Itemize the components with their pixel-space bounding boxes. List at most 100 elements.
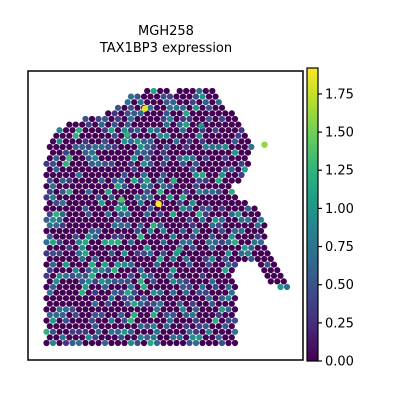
tissue-spot xyxy=(62,194,70,201)
tissue-spot xyxy=(199,227,206,235)
tissue-spot xyxy=(66,278,73,285)
tissue-spot xyxy=(88,194,96,201)
tissue-spot xyxy=(66,300,73,307)
tissue-spot xyxy=(261,233,268,240)
tissue-spot xyxy=(101,250,109,257)
tissue-spot xyxy=(189,155,196,162)
tissue-spot xyxy=(170,334,177,341)
tissue-spot xyxy=(170,222,177,229)
tissue-spot xyxy=(111,211,118,218)
tissue-spot xyxy=(53,267,60,274)
tissue-spot xyxy=(173,261,180,268)
tissue-spot xyxy=(75,149,83,156)
tissue-spot xyxy=(43,317,50,324)
tissue-spot xyxy=(92,199,99,207)
tissue-spot xyxy=(140,295,148,302)
tissue-spot xyxy=(101,227,109,235)
tissue-spot xyxy=(225,205,232,212)
tissue-spot xyxy=(49,194,57,201)
tissue-spot xyxy=(108,328,115,335)
tissue-spot xyxy=(176,110,183,117)
tissue-spot xyxy=(75,160,83,167)
tissue-spot xyxy=(150,199,157,207)
tissue-spot xyxy=(140,261,148,268)
tissue-spot xyxy=(163,132,170,139)
tissue-spot xyxy=(173,138,180,145)
tissue-spot xyxy=(121,261,128,268)
tissue-spot xyxy=(137,166,144,173)
tissue-spot xyxy=(235,222,242,229)
tissue-spot xyxy=(192,227,200,235)
tissue-spot xyxy=(69,261,76,268)
tissue-spot xyxy=(108,138,115,145)
tissue-spot xyxy=(192,115,200,123)
tissue-spot xyxy=(92,311,99,319)
tissue-spot xyxy=(196,143,203,151)
tissue-spot xyxy=(202,155,209,162)
tissue-spot xyxy=(166,328,174,335)
tissue-spot xyxy=(105,244,112,251)
tissue-spot xyxy=(62,216,70,223)
tissue-spot xyxy=(105,311,112,319)
tissue-spot xyxy=(127,261,135,268)
tissue-spot xyxy=(140,127,148,134)
tissue-spot xyxy=(153,183,161,190)
tissue-spot xyxy=(72,244,79,251)
tissue-spot xyxy=(186,250,193,257)
tissue-spot xyxy=(95,295,102,302)
tissue-spot xyxy=(244,138,252,145)
tissue-spot xyxy=(199,183,206,190)
tissue-spot xyxy=(131,311,138,319)
tissue-spot xyxy=(222,143,229,151)
tissue-spot xyxy=(88,160,96,167)
tissue-spot xyxy=(202,267,209,274)
tissue-spot xyxy=(209,311,216,319)
tissue-spot xyxy=(56,138,63,145)
tissue-spot xyxy=(225,183,232,190)
spatial-plot-area xyxy=(27,70,304,361)
tissue-spot xyxy=(98,255,105,263)
tissue-spot xyxy=(53,289,60,296)
tissue-spot xyxy=(192,194,200,201)
tissue-spot xyxy=(98,244,105,251)
tissue-spot xyxy=(49,272,57,279)
tissue-spot xyxy=(173,328,180,335)
tissue-spot xyxy=(196,199,203,207)
tissue-spot xyxy=(212,306,219,313)
tissue-spot xyxy=(118,311,125,319)
tissue-spot xyxy=(179,149,187,156)
tissue-spot xyxy=(160,115,167,123)
tissue-spot xyxy=(88,216,96,223)
tissue-spot xyxy=(46,177,53,184)
tissue-spot xyxy=(225,127,232,134)
tissue-spot xyxy=(238,127,245,134)
tissue-spot xyxy=(153,328,161,335)
tissue-spot xyxy=(202,132,209,139)
tissue-spot xyxy=(192,138,200,145)
tissue-spot xyxy=(79,334,86,341)
tissue-spot xyxy=(66,166,73,173)
tissue-spot xyxy=(257,261,265,268)
tissue-spot xyxy=(196,87,203,95)
tissue-spot xyxy=(88,149,96,156)
tissue-spot xyxy=(215,199,222,207)
tissue-spot xyxy=(92,278,99,285)
tissue-spot xyxy=(134,328,141,335)
tissue-spot xyxy=(59,143,66,151)
tissue-spot xyxy=(160,93,167,100)
tissue-spot xyxy=(150,311,157,319)
tissue-spot xyxy=(186,183,193,190)
tissue-spot xyxy=(98,311,105,319)
tissue-spot xyxy=(173,115,180,123)
tissue-spot xyxy=(183,267,190,274)
tissue-spot xyxy=(228,132,235,139)
tissue-spot xyxy=(186,272,193,279)
tissue-spot xyxy=(82,339,89,347)
tissue-spot xyxy=(121,227,128,235)
tissue-spot xyxy=(88,339,96,347)
tissue-spot xyxy=(62,227,70,235)
tissue-spot xyxy=(59,155,66,162)
tissue-spot xyxy=(72,311,79,319)
tissue-spot xyxy=(150,121,157,128)
tissue-spot xyxy=(66,177,73,184)
